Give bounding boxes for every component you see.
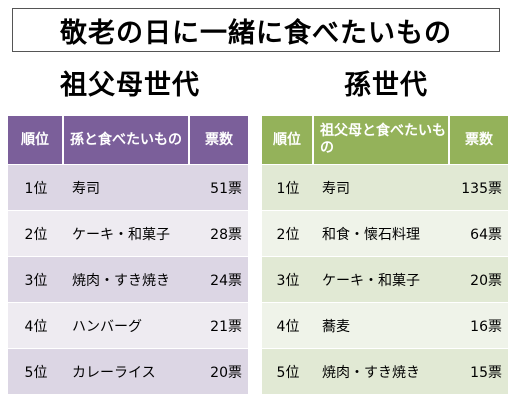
table-row: 2位 ケーキ・和菓子 28票 — [8, 210, 248, 256]
grandchildren-ranking-table: 順位 祖父母と食べたいもの 票数 1位 寿司 135票 2位 和食・懐石料理 6… — [262, 116, 508, 394]
page-title: 敬老の日に一緒に食べたいもの — [12, 8, 500, 52]
rank-cell: 1位 — [8, 164, 64, 210]
table-row: 1位 寿司 51票 — [8, 164, 248, 210]
grandparents-ranking-table: 順位 孫と食べたいもの 票数 1位 寿司 51票 2位 ケーキ・和菓子 28票 … — [8, 116, 248, 394]
rank-column-header: 順位 — [262, 116, 314, 164]
item-cell: 寿司 — [314, 164, 450, 210]
table-header-row: 順位 孫と食べたいもの 票数 — [8, 116, 248, 164]
table-header-row: 順位 祖父母と食べたいもの 票数 — [262, 116, 508, 164]
table-row: 1位 寿司 135票 — [262, 164, 508, 210]
item-column-header: 孫と食べたいもの — [64, 116, 190, 164]
item-cell: カレーライス — [64, 348, 190, 394]
rank-column-header: 順位 — [8, 116, 64, 164]
rank-cell: 1位 — [262, 164, 314, 210]
table-row: 3位 焼肉・すき焼き 24票 — [8, 256, 248, 302]
votes-cell: 135票 — [450, 164, 508, 210]
votes-cell: 28票 — [190, 210, 248, 256]
rank-cell: 4位 — [8, 302, 64, 348]
grandparents-heading: 祖父母世代 — [60, 69, 200, 101]
table-row: 4位 ハンバーグ 21票 — [8, 302, 248, 348]
votes-cell: 15票 — [450, 348, 508, 394]
item-cell: ケーキ・和菓子 — [314, 256, 450, 302]
rank-cell: 5位 — [262, 348, 314, 394]
rank-cell: 3位 — [262, 256, 314, 302]
item-cell: ハンバーグ — [64, 302, 190, 348]
votes-cell: 24票 — [190, 256, 248, 302]
votes-cell: 16票 — [450, 302, 508, 348]
votes-cell: 64票 — [450, 210, 508, 256]
table-row: 5位 カレーライス 20票 — [8, 348, 248, 394]
item-cell: 蕎麦 — [314, 302, 450, 348]
grandchildren-heading: 孫世代 — [344, 69, 428, 101]
table-row: 5位 焼肉・すき焼き 15票 — [262, 348, 508, 394]
votes-cell: 20票 — [450, 256, 508, 302]
table-row: 3位 ケーキ・和菓子 20票 — [262, 256, 508, 302]
rank-cell: 3位 — [8, 256, 64, 302]
item-cell: 和食・懐石料理 — [314, 210, 450, 256]
item-cell: 焼肉・すき焼き — [314, 348, 450, 394]
table-row: 4位 蕎麦 16票 — [262, 302, 508, 348]
rank-cell: 2位 — [8, 210, 64, 256]
item-cell: 寿司 — [64, 164, 190, 210]
rank-cell: 4位 — [262, 302, 314, 348]
table-row: 2位 和食・懐石料理 64票 — [262, 210, 508, 256]
votes-cell: 21票 — [190, 302, 248, 348]
rank-cell: 5位 — [8, 348, 64, 394]
votes-column-header: 票数 — [450, 116, 508, 164]
votes-cell: 20票 — [190, 348, 248, 394]
votes-cell: 51票 — [190, 164, 248, 210]
item-column-header: 祖父母と食べたいもの — [314, 116, 450, 164]
item-cell: ケーキ・和菓子 — [64, 210, 190, 256]
rank-cell: 2位 — [262, 210, 314, 256]
votes-column-header: 票数 — [190, 116, 248, 164]
item-cell: 焼肉・すき焼き — [64, 256, 190, 302]
